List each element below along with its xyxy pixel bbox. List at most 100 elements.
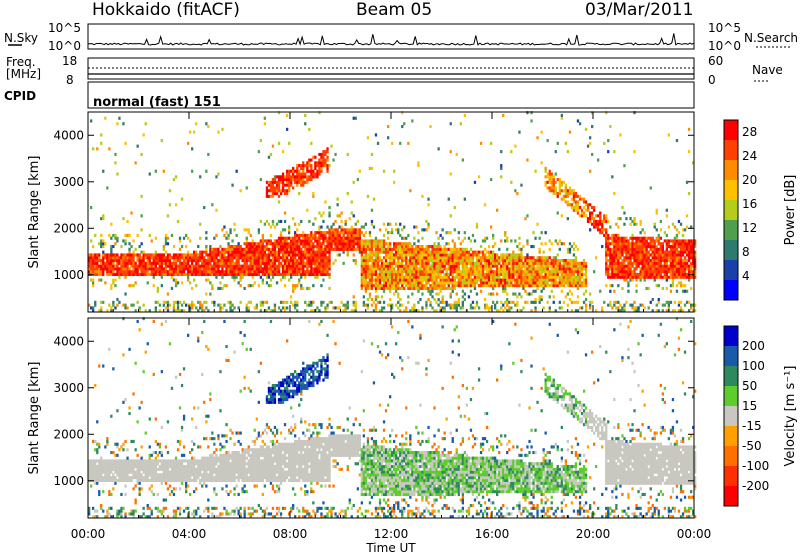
data-cell [292, 247, 295, 251]
data-cell [584, 214, 588, 218]
data-cell [225, 261, 228, 265]
data-cell [657, 247, 660, 251]
data-cell [281, 183, 285, 187]
data-cell [397, 267, 400, 271]
data-cell [102, 253, 105, 257]
data-cell [314, 172, 317, 176]
data-cell [245, 253, 248, 257]
data-cell [631, 236, 634, 240]
data-cell [395, 289, 398, 293]
data-cell [294, 169, 297, 173]
data-cell [102, 272, 105, 276]
data-cell [225, 267, 228, 271]
data-cell [114, 152, 117, 156]
data-cell [685, 275, 689, 279]
data-cell [405, 264, 408, 268]
data-cell [685, 261, 689, 265]
data-cell [639, 222, 642, 226]
data-cell [366, 272, 370, 276]
data-cell [492, 286, 495, 290]
data-cell [522, 275, 525, 279]
data-cell [580, 270, 584, 274]
data-cell [302, 286, 305, 290]
data-cell [457, 270, 460, 274]
data-cell [653, 253, 656, 257]
data-cell [362, 303, 365, 307]
data-cell [437, 270, 440, 274]
data-cell [366, 194, 370, 198]
power-data [88, 111, 697, 313]
data-cell [677, 300, 681, 304]
data-cell [506, 292, 509, 296]
data-cell [429, 286, 432, 290]
data-cell [148, 233, 151, 237]
data-cell [572, 208, 576, 212]
data-cell [348, 217, 351, 221]
data-cell [391, 264, 394, 268]
data-cell [512, 275, 515, 279]
data-cell [110, 222, 113, 226]
data-cell [283, 247, 287, 251]
data-cell [403, 122, 406, 126]
data-cell [245, 242, 248, 246]
data-cell [518, 284, 521, 288]
data-cell [344, 306, 347, 310]
data-cell [687, 247, 691, 251]
data-cell [292, 186, 295, 190]
data-cell [288, 189, 291, 193]
data-cell [443, 309, 446, 313]
data-cell [455, 303, 458, 307]
data-cell [231, 256, 234, 260]
data-cell [138, 253, 141, 257]
data-cell [399, 286, 402, 290]
data-cell [144, 256, 147, 260]
data-cell [635, 256, 638, 260]
data-cell [593, 219, 596, 223]
data-cell [627, 239, 630, 243]
data-cell [635, 267, 638, 271]
data-cell [389, 231, 392, 235]
data-cell [162, 261, 165, 265]
data-cell [421, 245, 424, 249]
data-cell [643, 250, 646, 254]
data-cell [140, 256, 143, 260]
data-cell [102, 300, 105, 304]
data-cell [544, 272, 547, 276]
data-cell [237, 264, 240, 268]
data-cell [673, 275, 677, 279]
data-cell [407, 233, 410, 237]
data-cell [560, 272, 563, 276]
data-cell [637, 306, 640, 310]
data-cell [536, 270, 539, 274]
data-cell [374, 289, 378, 293]
data-cell [625, 278, 628, 282]
data-cell [643, 261, 646, 265]
data-cell [312, 247, 315, 251]
data-cell [526, 239, 529, 243]
data-cell [362, 242, 365, 246]
data-cell [558, 281, 561, 285]
data-cell [180, 309, 184, 313]
data-cell [397, 272, 400, 276]
data-cell [627, 250, 630, 254]
data-cell [496, 278, 499, 282]
data-cell [526, 158, 529, 162]
data-cell [312, 256, 315, 260]
data-cell [150, 270, 153, 274]
data-cell [358, 239, 361, 243]
data-cell [128, 267, 131, 271]
data-cell [411, 270, 414, 274]
data-cell [124, 256, 127, 260]
data-cell [290, 253, 293, 257]
data-cell [205, 300, 208, 304]
data-cell [669, 270, 673, 274]
data-cell [677, 253, 681, 257]
data-cell [116, 261, 119, 265]
data-cell [231, 253, 234, 257]
data-cell [368, 270, 372, 274]
data-cell [502, 303, 505, 307]
data-cell [154, 236, 157, 240]
data-cell [659, 256, 662, 260]
data-cell [439, 275, 442, 279]
data-cell [522, 256, 525, 260]
